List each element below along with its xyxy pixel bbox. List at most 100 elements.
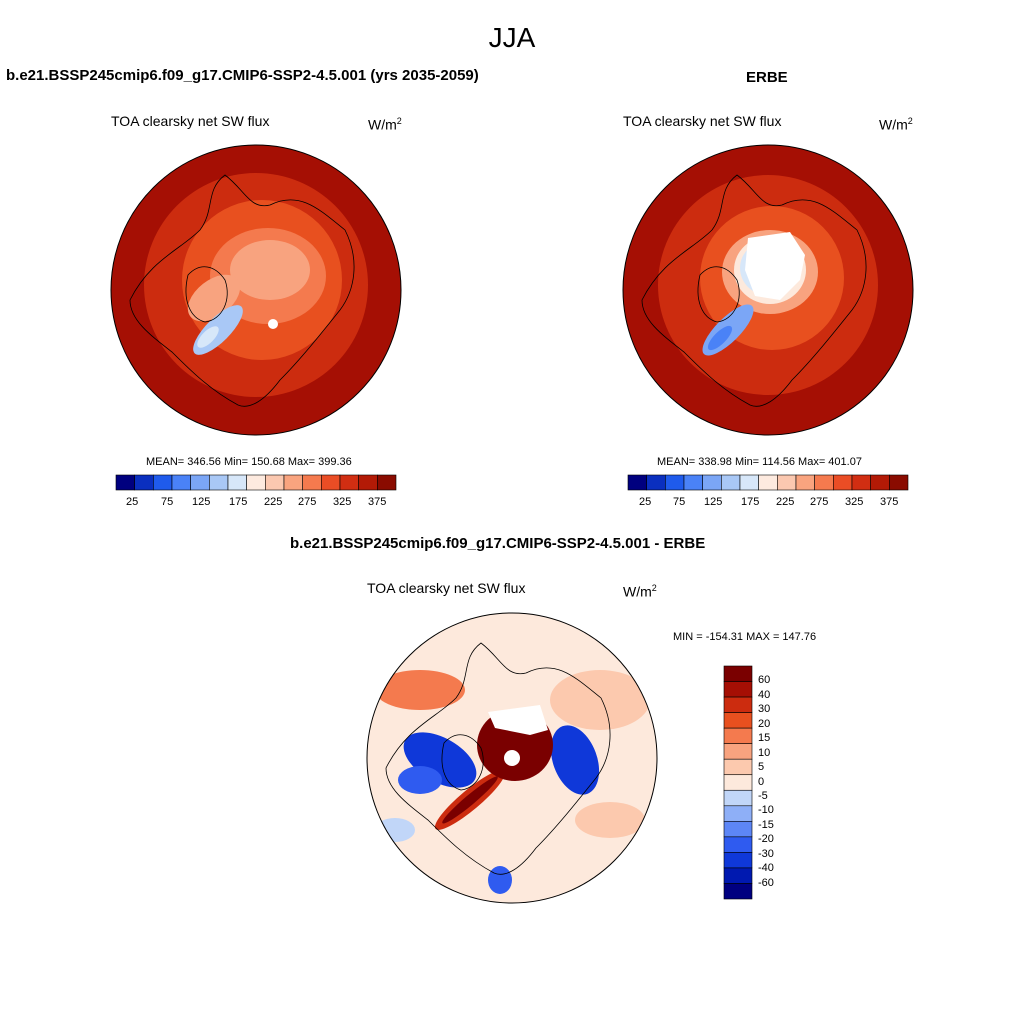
panel-1-colorbar-swatch-3 (171, 474, 191, 491)
panel-3-tick: -30 (758, 848, 774, 860)
panel-2-tick: 375 (880, 496, 899, 508)
panel-2-colorbar-swatch-8 (777, 474, 797, 491)
panel-2-unit: W/m2 (879, 116, 913, 133)
panel-2-tick: 25 (639, 496, 652, 508)
panel-3-tick: -15 (758, 819, 774, 831)
panel-2-colorbar-swatch-10 (814, 474, 834, 491)
figure-title: JJA (488, 22, 536, 53)
panel-3-colorbar-swatch-8 (723, 789, 753, 807)
panel-2-field-base (623, 145, 913, 435)
panel-1-tick: 175 (229, 496, 248, 508)
panel-3-colorbar-swatch-9 (723, 805, 753, 822)
panel-3-colorbar-swatch-5 (723, 743, 753, 760)
panel-3-title: b.e21.BSSP245cmip6.f09_g17.CMIP6-SSP2-4.… (290, 535, 706, 552)
panel-2-colorbar-swatch-13 (870, 474, 890, 491)
panel-1-coastline (129, 174, 355, 407)
panel-3-tick: 10 (758, 747, 771, 759)
panel-3-colorbar-swatch-6 (723, 758, 753, 776)
panel-1-colorbar-swatch-9 (283, 474, 303, 491)
panel-3-colorbar-swatch-14 (723, 883, 753, 900)
panel-2-colorbar-swatch-3 (683, 474, 703, 491)
panel-1-tick: 25 (126, 496, 139, 508)
panel-3-variable: TOA clearsky net SW flux (367, 580, 526, 596)
panel-3-tick: 15 (758, 732, 771, 744)
panel-3-colorbar-swatch-0 (723, 665, 753, 682)
panel-1-tick: 225 (264, 496, 283, 508)
panel-3-tick: 5 (758, 761, 765, 773)
panel-3-tick: -40 (758, 862, 774, 874)
panel-3-colorbar-swatch-2 (723, 696, 753, 713)
panel-3-tick: -60 (758, 877, 774, 889)
panel-1-colorbar-swatch-13 (358, 474, 378, 491)
panel-3-colorbar-swatch-12 (723, 852, 753, 869)
panel-2-colorbar-swatch-7 (758, 474, 778, 491)
panel-2-tick: 125 (704, 496, 723, 508)
panel-2-colorbar-swatch-1 (646, 474, 666, 491)
panel-1-tick: 325 (333, 496, 352, 508)
panel-1-colorbar-swatch-5 (209, 474, 229, 491)
panel-1-tick: 125 (192, 496, 211, 508)
panel-3-coastline (385, 642, 611, 875)
panel-1-stats: MEAN= 346.56 Min= 150.68 Max= 399.36 (146, 456, 352, 468)
panel-1-colorbar-swatch-12 (339, 474, 359, 491)
panel-3-colorbar-swatch-1 (723, 681, 753, 698)
panel-1-field-base (111, 145, 401, 435)
panel-3-tick: 20 (758, 718, 771, 730)
panel-1-title: b.e21.BSSP245cmip6.f09_g17.CMIP6-SSP2-4.… (6, 67, 479, 84)
panel-2-tick: 225 (776, 496, 795, 508)
panel-1-colorbar-swatch-6 (227, 474, 247, 491)
panel-2-colorbar-swatch-14 (889, 474, 909, 491)
panel-2-tick: 325 (845, 496, 864, 508)
panel-2-variable: TOA clearsky net SW flux (623, 113, 782, 129)
panel-2-tick: 75 (673, 496, 686, 508)
panel-3-colorbar-swatch-13 (723, 867, 753, 884)
panel-2-colorbar-swatch-5 (721, 474, 741, 491)
panel-1-colorbar-swatch-7 (246, 474, 266, 491)
panel-2-colorbar-swatch-11 (833, 474, 853, 491)
panel-2-coastline (641, 174, 867, 407)
panel-3-tick: 60 (758, 674, 771, 686)
panel-3-colorbar-swatch-10 (723, 821, 753, 838)
panel-3-tick: -5 (758, 790, 768, 802)
panel-1-colorbar-swatch-1 (134, 474, 154, 491)
panel-2-colorbar-swatch-4 (702, 474, 722, 491)
panel-1-unit: W/m2 (368, 116, 402, 133)
panel-2-tick: 275 (810, 496, 829, 508)
panel-3-field-base (367, 613, 657, 903)
panel-2-colorbar-swatch-6 (739, 474, 759, 491)
panel-3-tick: -20 (758, 833, 774, 845)
panel-2-stats: MEAN= 338.98 Min= 114.56 Max= 401.07 (657, 456, 862, 468)
panel-2-colorbar-swatch-12 (851, 474, 871, 491)
panel-1-colorbar-swatch-0 (115, 474, 135, 491)
panel-1-colorbar-swatch-8 (265, 474, 285, 491)
panel-3-tick: 40 (758, 689, 771, 701)
panel-3-colorbar-swatch-4 (723, 727, 753, 744)
panel-3-tick: 0 (758, 776, 765, 788)
panel-1-colorbar-swatch-2 (153, 474, 173, 491)
panel-1-tick: 75 (161, 496, 174, 508)
panel-1-variable: TOA clearsky net SW flux (111, 113, 270, 129)
panel-3-tick: -10 (758, 804, 774, 816)
panel-1-colorbar-swatch-4 (190, 474, 210, 491)
panel-3-tick: 30 (758, 703, 771, 715)
panel-1-tick: 275 (298, 496, 317, 508)
panel-2-title: ERBE (746, 69, 788, 86)
panel-1-tick: 375 (368, 496, 387, 508)
panel-3-unit: W/m2 (623, 583, 657, 600)
panel-3-colorbar-swatch-7 (723, 774, 753, 791)
panel-2-colorbar-swatch-2 (665, 474, 685, 491)
panel-2-colorbar-swatch-0 (627, 474, 647, 491)
panel-3-stats: MIN = -154.31 MAX = 147.76 (673, 631, 817, 643)
panel-2-tick: 175 (741, 496, 760, 508)
panel-2-colorbar-swatch-9 (795, 474, 815, 491)
panel-1-colorbar-swatch-11 (321, 474, 341, 491)
panel-3-colorbar-swatch-11 (723, 836, 753, 853)
panel-1-colorbar-swatch-10 (302, 474, 322, 491)
panel-3-colorbar-swatch-3 (723, 712, 753, 729)
panel-1-colorbar-swatch-14 (377, 474, 397, 491)
